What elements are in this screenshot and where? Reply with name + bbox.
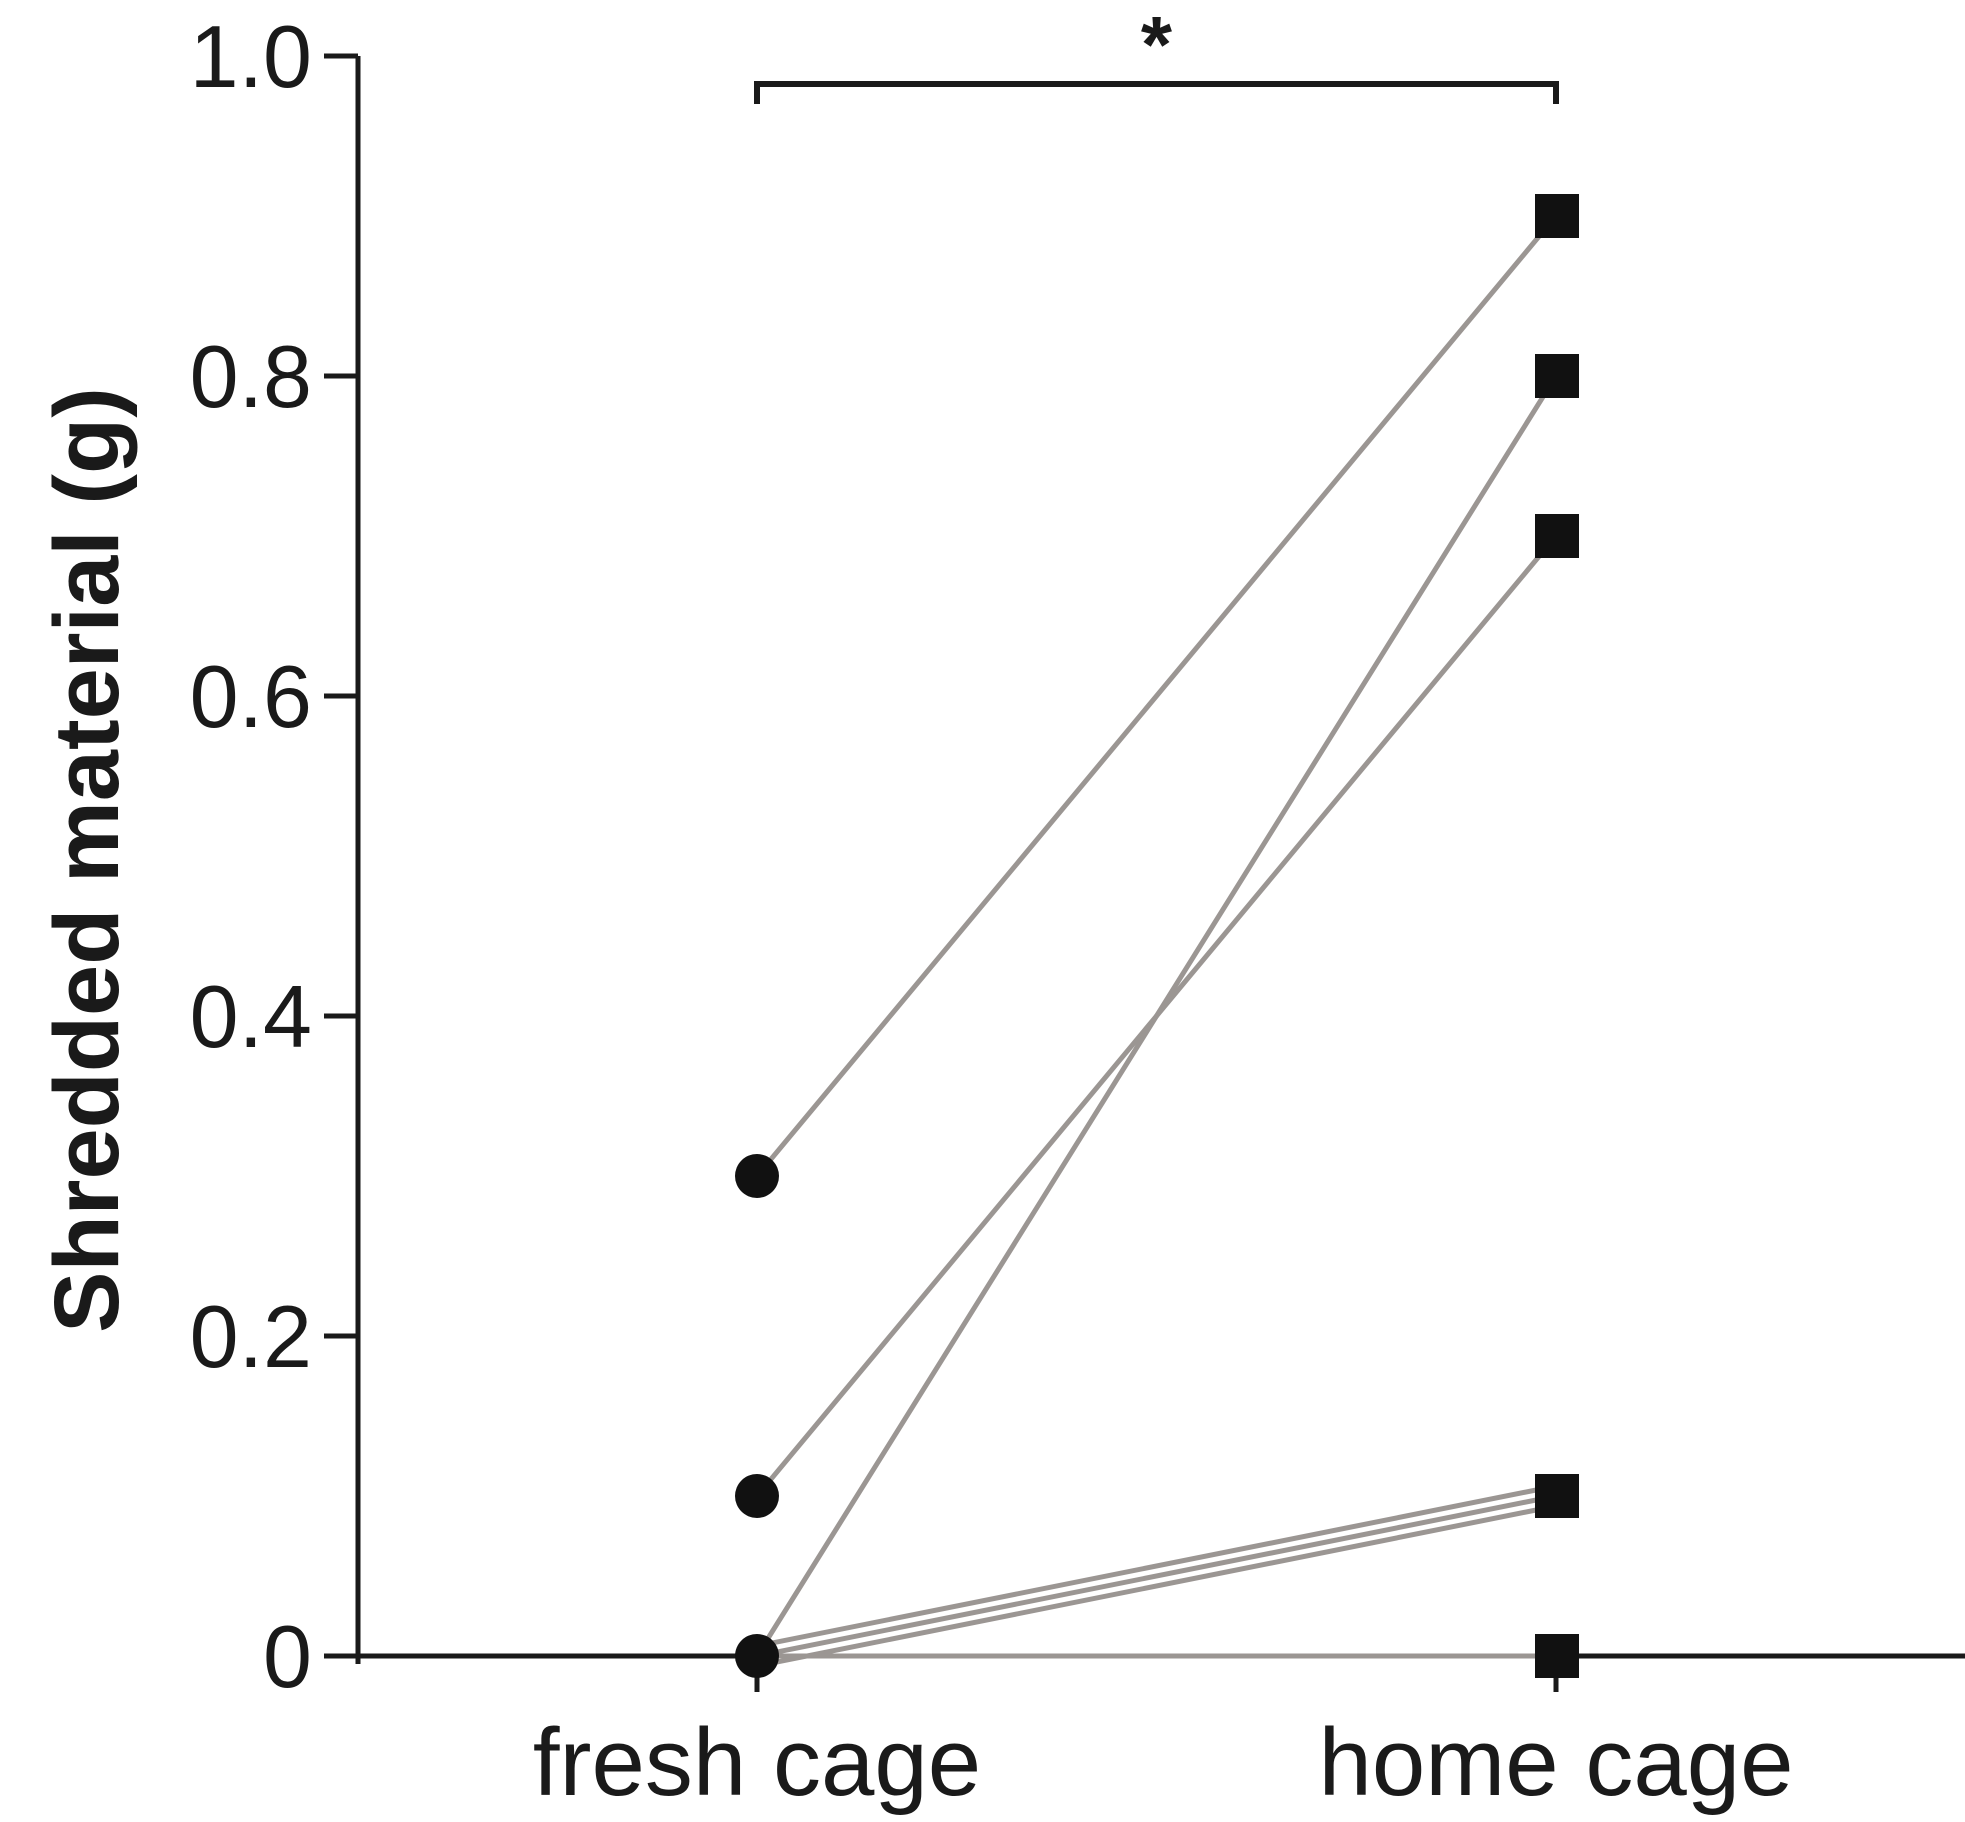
labels-layer: 0 0.2 0.4 0.6 0.8 1.0 fresh cage home cage Shred… — [36, 0, 1793, 1816]
paired-line — [754, 1503, 1559, 1669]
home-cage-point — [1535, 354, 1579, 398]
y-axis-title: Shredded material (g) — [36, 387, 138, 1333]
y-tick-label: 0.4 — [190, 967, 312, 1066]
home-cage-point — [1535, 514, 1579, 558]
paired-line — [754, 1493, 1559, 1659]
y-tick-label: 0.2 — [190, 1287, 312, 1386]
significance-star: * — [1141, 0, 1173, 89]
paired-line — [754, 373, 1559, 1659]
axes-layer — [324, 53, 1965, 1692]
paired-line — [754, 1483, 1559, 1649]
fresh-cage-point — [735, 1154, 779, 1198]
home-cage-point — [1535, 1634, 1579, 1678]
significance-bracket — [754, 81, 1559, 104]
y-tick-label: 0 — [263, 1607, 312, 1706]
fresh-cage-point — [735, 1634, 779, 1678]
y-tick-label: 0.8 — [190, 327, 312, 426]
home-cage-point — [1535, 194, 1579, 238]
y-tick-label: 0.6 — [190, 647, 312, 746]
pair-lines-layer — [754, 213, 1559, 1669]
y-tick-label: 1.0 — [190, 7, 312, 106]
markers-layer — [735, 194, 1579, 1678]
x-tick-label: fresh cage — [533, 1709, 981, 1816]
fresh-cage-point — [735, 1474, 779, 1518]
paired-line — [754, 213, 1559, 1179]
home-cage-point — [1535, 1474, 1579, 1518]
x-tick-label: home cage — [1319, 1709, 1794, 1816]
